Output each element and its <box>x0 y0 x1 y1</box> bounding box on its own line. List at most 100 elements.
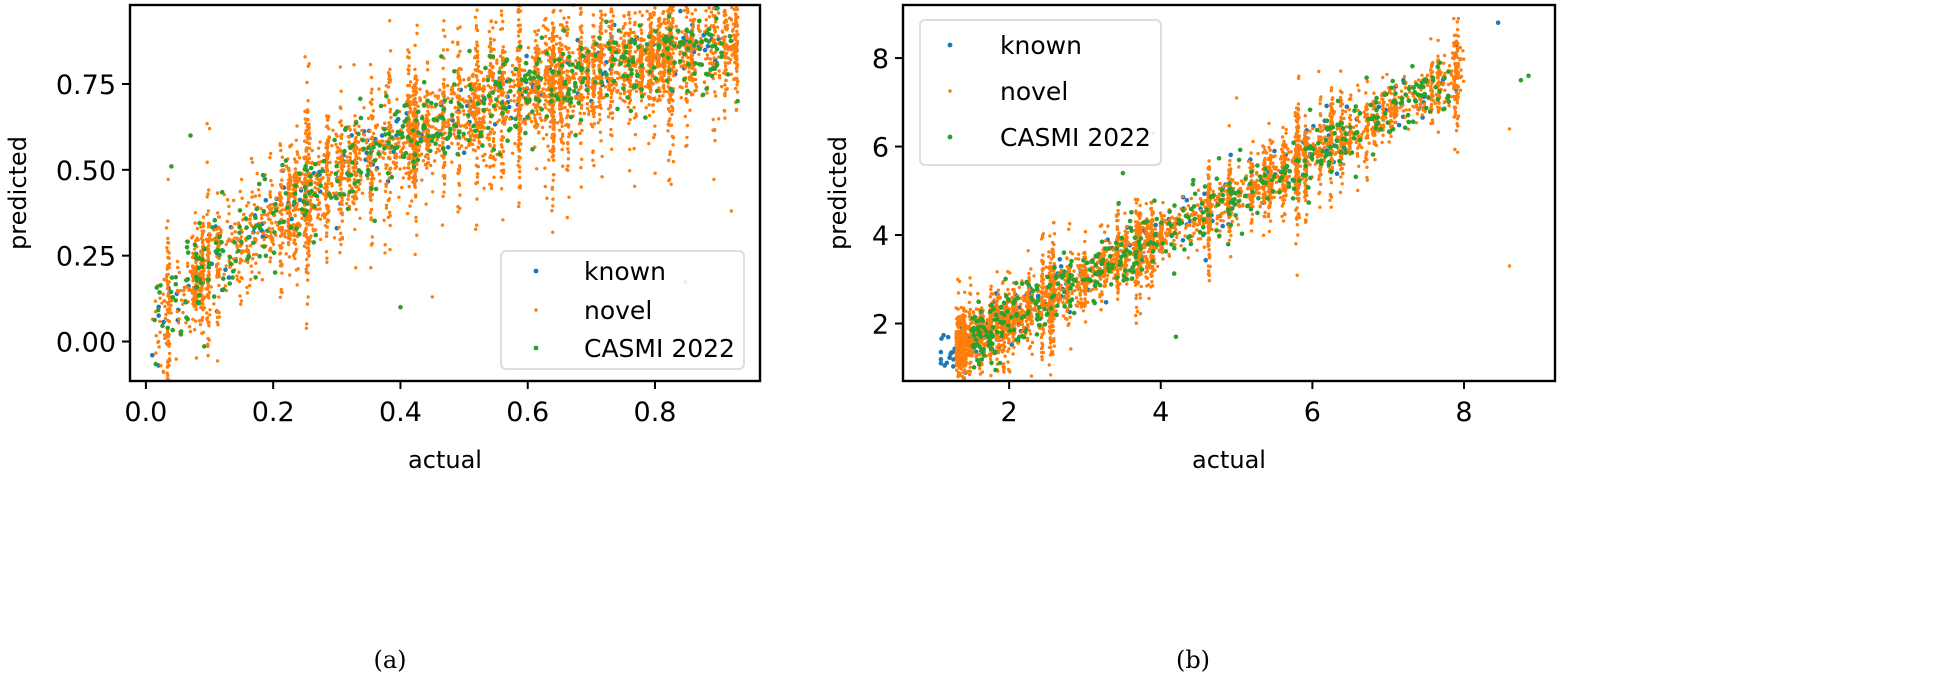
data-point <box>248 221 252 225</box>
data-point <box>230 275 235 280</box>
data-point <box>240 251 244 255</box>
data-point <box>182 285 186 289</box>
data-point <box>355 173 359 177</box>
data-point <box>372 158 378 163</box>
data-point <box>475 94 480 99</box>
data-point <box>239 302 243 306</box>
data-point <box>318 183 324 188</box>
data-point <box>388 247 392 252</box>
data-point <box>501 162 505 166</box>
data-point <box>400 124 406 129</box>
data-point <box>647 113 652 118</box>
data-point <box>405 134 411 140</box>
data-point <box>305 257 309 262</box>
data-point <box>617 72 621 76</box>
data-point <box>560 147 564 152</box>
data-point <box>591 112 596 116</box>
data-point <box>278 259 283 263</box>
data-point <box>543 184 547 189</box>
data-point <box>716 34 720 38</box>
data-point <box>233 236 237 240</box>
data-point <box>261 244 267 249</box>
data-point <box>383 103 387 108</box>
data-point <box>407 72 411 76</box>
data-point <box>499 175 503 179</box>
data-point <box>535 44 539 48</box>
data-point <box>416 104 420 108</box>
data-point <box>270 183 274 187</box>
data-point <box>603 43 607 47</box>
data-point <box>442 163 446 167</box>
data-point <box>217 215 221 219</box>
data-point <box>355 145 359 150</box>
data-point <box>393 153 397 158</box>
data-point <box>201 221 205 226</box>
data-point <box>523 68 527 73</box>
data-point <box>560 124 564 128</box>
data-point <box>517 175 522 180</box>
data-point <box>640 80 644 85</box>
data-point <box>736 79 740 84</box>
data-point <box>499 13 504 17</box>
data-point <box>536 67 540 72</box>
data-point <box>709 50 713 54</box>
data-point <box>191 317 195 321</box>
data-point <box>238 261 242 265</box>
data-point <box>601 47 605 51</box>
data-point <box>628 147 632 152</box>
data-point <box>544 88 549 92</box>
data-point <box>310 161 314 165</box>
data-point <box>719 54 724 60</box>
data-point <box>157 345 161 349</box>
data-point <box>590 35 595 39</box>
data-point <box>571 88 577 94</box>
data-point <box>517 204 521 209</box>
data-point <box>268 190 272 194</box>
data-point <box>657 19 661 24</box>
data-point <box>354 154 358 158</box>
data-point <box>295 283 299 287</box>
data-point <box>304 226 308 230</box>
data-point <box>305 146 309 150</box>
data-point <box>501 45 505 49</box>
data-point <box>469 104 473 109</box>
data-point <box>407 176 411 180</box>
data-point <box>694 77 698 82</box>
data-point <box>579 45 584 51</box>
data-point <box>215 227 219 232</box>
data-point <box>310 148 314 153</box>
data-point <box>492 131 496 135</box>
data-point <box>441 194 445 198</box>
data-point <box>400 185 404 190</box>
data-point <box>398 167 402 171</box>
data-point <box>408 95 412 99</box>
data-point <box>466 78 471 82</box>
data-point <box>534 47 538 52</box>
data-point <box>223 284 228 288</box>
data-point <box>283 235 287 239</box>
data-point <box>164 226 169 230</box>
data-point <box>250 212 254 216</box>
data-point <box>592 94 596 99</box>
data-point <box>719 41 724 46</box>
data-point <box>360 191 365 195</box>
data-point <box>532 102 536 107</box>
data-point <box>261 231 266 235</box>
data-point <box>477 124 481 128</box>
data-point <box>534 80 538 85</box>
data-point <box>667 178 671 183</box>
data-point <box>426 156 431 161</box>
data-point <box>476 146 481 150</box>
data-point <box>628 92 632 97</box>
data-point <box>653 36 657 40</box>
data-point <box>468 96 473 101</box>
data-point <box>442 182 447 186</box>
data-point <box>254 252 258 256</box>
data-point <box>489 86 493 90</box>
data-point <box>284 164 289 168</box>
data-point <box>353 151 358 155</box>
data-point <box>671 159 676 164</box>
data-point <box>735 64 739 68</box>
data-point <box>565 141 570 145</box>
data-point <box>632 105 636 110</box>
